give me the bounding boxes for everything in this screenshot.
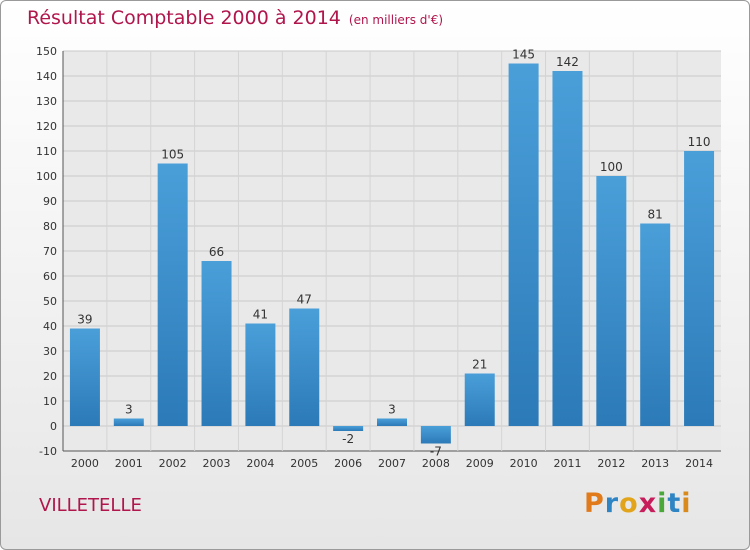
data-label: 81 <box>648 208 663 222</box>
place-name: VILLETELLE <box>39 495 142 516</box>
data-label: 105 <box>161 148 184 162</box>
x-tick-label: 2012 <box>597 457 625 470</box>
data-label: 66 <box>209 245 224 259</box>
data-label: 21 <box>472 358 487 372</box>
title-unit: (en milliers d'€) <box>348 13 444 27</box>
y-tick-label: 120 <box>36 120 57 133</box>
data-label: 39 <box>77 313 92 327</box>
y-tick-label: 150 <box>36 45 57 58</box>
y-tick-label: 130 <box>36 95 57 108</box>
y-tick-label: 70 <box>43 245 57 258</box>
data-label: 3 <box>125 403 133 417</box>
x-tick-label: 2007 <box>378 457 406 470</box>
x-tick-label: 2006 <box>334 457 362 470</box>
data-label: 41 <box>253 308 268 322</box>
bar <box>464 373 495 426</box>
logo-letter: i <box>657 488 668 519</box>
data-label: -7 <box>430 445 442 459</box>
y-tick-label: 140 <box>36 70 57 83</box>
y-tick-label: 0 <box>50 420 57 433</box>
x-tick-label: 2010 <box>510 457 538 470</box>
y-tick-label: 110 <box>36 145 57 158</box>
data-label: 3 <box>388 403 396 417</box>
logo-letter: o <box>619 488 639 519</box>
x-tick-label: 2004 <box>246 457 274 470</box>
data-label: 100 <box>600 160 623 174</box>
y-tick-label: 100 <box>36 170 57 183</box>
y-tick-label: 60 <box>43 270 57 283</box>
y-tick-label: 50 <box>43 295 57 308</box>
bar <box>377 418 407 426</box>
bar <box>113 418 144 426</box>
proxiti-logo: Proxiti <box>584 488 692 519</box>
y-tick-label: 80 <box>43 220 57 233</box>
y-tick-label: 40 <box>43 320 57 333</box>
x-tick-label: 2001 <box>115 457 143 470</box>
y-tick-label: 30 <box>43 345 57 358</box>
bar <box>157 163 188 426</box>
x-tick-label: 2002 <box>159 457 187 470</box>
data-label: 47 <box>297 293 312 307</box>
y-tick-label: -10 <box>39 445 57 458</box>
bar <box>201 261 232 426</box>
bar <box>245 323 276 426</box>
y-tick-label: 20 <box>43 370 57 383</box>
logo-letter: P <box>584 488 605 519</box>
logo-letter: r <box>604 488 620 519</box>
x-tick-label: 2003 <box>203 457 231 470</box>
x-tick-label: 2011 <box>553 457 581 470</box>
bar <box>596 176 627 426</box>
bar <box>420 426 451 444</box>
bar <box>684 151 715 426</box>
bar <box>552 71 583 426</box>
x-tick-label: 2008 <box>422 457 450 470</box>
x-tick-label: 2005 <box>290 457 318 470</box>
bar <box>69 328 100 426</box>
y-tick-label: 10 <box>43 395 57 408</box>
logo-letter: x <box>638 488 658 519</box>
data-label: 110 <box>688 135 711 149</box>
bar <box>508 63 539 426</box>
chart-title: Résultat Comptable 2000 à 2014 (en millie… <box>27 7 443 29</box>
bar <box>640 223 671 426</box>
logo-letter: t <box>667 488 682 519</box>
x-tick-label: 2009 <box>466 457 494 470</box>
bar <box>333 426 364 431</box>
data-label: -2 <box>342 432 354 446</box>
y-tick-label: 90 <box>43 195 57 208</box>
bar <box>289 308 320 426</box>
logo-letter: i <box>681 488 692 519</box>
data-label: 145 <box>512 48 535 62</box>
data-label: 142 <box>556 55 579 69</box>
x-tick-label: 2014 <box>685 457 713 470</box>
x-tick-label: 2000 <box>71 457 99 470</box>
title-main: Résultat Comptable 2000 à 2014 <box>27 7 341 29</box>
x-tick-label: 2013 <box>641 457 669 470</box>
